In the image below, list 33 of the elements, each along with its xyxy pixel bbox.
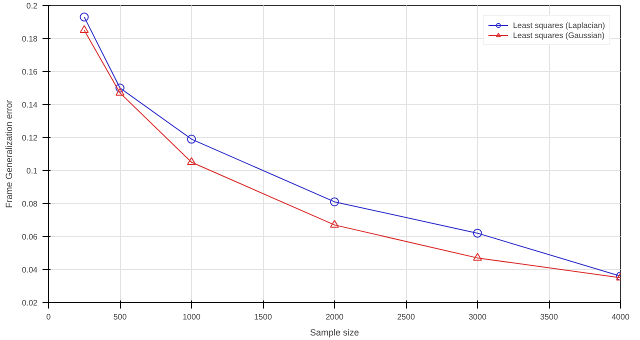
point bbox=[330, 220, 339, 228]
y-tick-label: 0.12 bbox=[22, 134, 38, 142]
x-tick-label: 1000 bbox=[182, 312, 201, 322]
x-tick-label: 3000 bbox=[468, 312, 487, 322]
point bbox=[80, 12, 89, 22]
x-tick-label: 3500 bbox=[540, 312, 558, 322]
point bbox=[80, 25, 89, 34]
point bbox=[330, 197, 339, 206]
point bbox=[187, 157, 196, 166]
x-tick-label: 2000 bbox=[326, 312, 344, 322]
y-tick-label: 0.14 bbox=[22, 100, 38, 110]
point bbox=[473, 228, 482, 238]
x-axis-title: Sample size bbox=[310, 328, 360, 338]
point bbox=[116, 88, 124, 96]
y-tick-label: 0.06 bbox=[22, 232, 38, 242]
x-tick-label: 4000 bbox=[612, 312, 630, 322]
x-tick-label: 0 bbox=[46, 312, 52, 322]
point bbox=[116, 84, 124, 92]
y-tick-label: 0.2 bbox=[26, 2, 38, 10]
y-tick-label: 0.04 bbox=[22, 266, 38, 274]
y-tick-label: 0.18 bbox=[22, 34, 38, 44]
y-tick-label: 0.02 bbox=[22, 298, 38, 308]
point bbox=[473, 252, 482, 261]
point bbox=[187, 134, 196, 144]
x-tick-label: 500 bbox=[113, 312, 128, 322]
x-tick-label: 1500 bbox=[254, 312, 272, 322]
y-axis-title: Frame Generalization error bbox=[4, 100, 14, 208]
y-tick-label: 0.08 bbox=[22, 200, 38, 208]
legend-label: Least squares (Laplacian) bbox=[512, 20, 605, 30]
x-tick-label: 2500 bbox=[397, 312, 416, 322]
y-tick-label: 0.16 bbox=[22, 68, 38, 76]
legend-label: Least squares (Gaussian) bbox=[512, 30, 605, 40]
y-tick-label: 0.1 bbox=[26, 166, 38, 176]
